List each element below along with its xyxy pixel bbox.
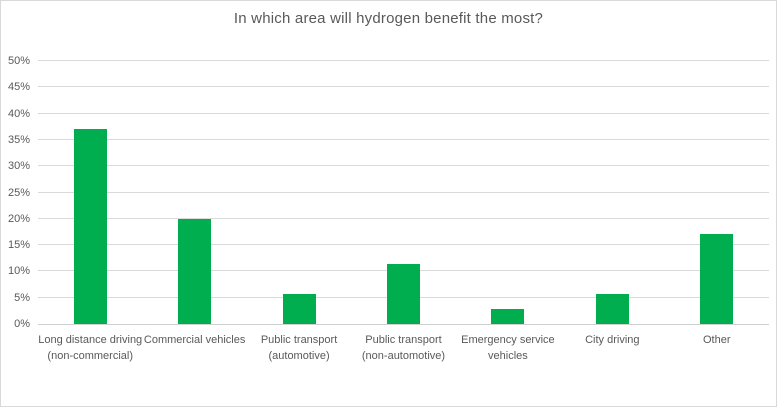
x-category-label: Commercial vehicles	[143, 334, 246, 346]
y-tick-label: 15%	[7, 239, 30, 252]
gridline	[38, 191, 769, 193]
gridline	[38, 217, 769, 219]
x-category-label: Emergency service vehicles	[461, 334, 555, 362]
y-tick-label: 50%	[7, 55, 30, 67]
x-category-label: City driving	[585, 334, 640, 346]
y-tick-label: 10%	[7, 265, 30, 278]
bar	[387, 264, 420, 324]
y-tick-label: 25%	[7, 186, 30, 199]
plot-area	[38, 60, 769, 325]
y-tick-label: 30%	[7, 160, 30, 173]
y-tick-label: 0%	[14, 318, 30, 330]
x-axis-line	[38, 324, 769, 325]
gridline	[38, 138, 769, 140]
bar	[595, 294, 629, 324]
x-category-label: Public transport (non-automotive)	[361, 334, 446, 362]
y-tick-label: 5%	[14, 291, 30, 304]
gridline	[38, 165, 769, 167]
bar	[73, 128, 107, 324]
y-tick-label: 35%	[7, 133, 30, 146]
x-category-label: Other	[702, 334, 731, 346]
gridline	[38, 86, 769, 88]
x-axis-labels: Long distance driving (non-commercial) Co…	[38, 332, 769, 364]
y-tick-label: 45%	[7, 81, 30, 94]
gridline	[38, 112, 769, 114]
bar	[282, 294, 316, 324]
gridline	[38, 244, 769, 246]
x-category-label: Public transport (automotive)	[260, 334, 338, 362]
bar	[491, 308, 525, 324]
bar	[700, 234, 734, 324]
bar	[178, 218, 212, 324]
gridline	[38, 60, 769, 61]
y-tick-label: 40%	[7, 107, 30, 120]
y-axis-labels: 0% 5% 10% 15% 20% 25% 30% 35% 40% 45% 50%	[1, 55, 32, 330]
x-category-label: Long distance driving (non-commercial)	[38, 334, 143, 362]
chart-title: In which area will hydrogen benefit the …	[233, 10, 544, 27]
y-tick-label: 20%	[7, 212, 30, 225]
